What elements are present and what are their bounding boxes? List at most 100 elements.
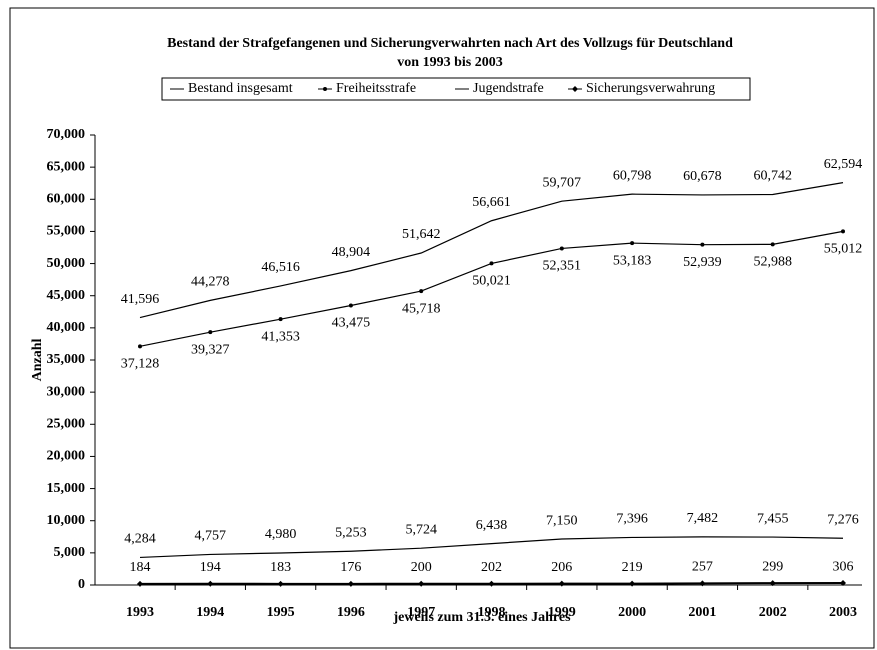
x-tick-label: 1995 <box>267 605 295 620</box>
data-label: 51,642 <box>402 227 441 242</box>
legend-label: Bestand insgesamt <box>188 81 293 96</box>
point <box>137 580 143 587</box>
data-label: 184 <box>130 560 151 575</box>
point <box>277 580 284 587</box>
y-tick-label: 45,000 <box>47 288 86 303</box>
y-tick-label: 50,000 <box>47 256 86 271</box>
y-tick-label: 60,000 <box>47 192 86 207</box>
point <box>699 580 706 587</box>
data-label: 50,021 <box>472 274 511 289</box>
point <box>323 87 327 91</box>
data-label: 7,150 <box>546 513 578 528</box>
data-label: 176 <box>340 560 361 575</box>
point <box>348 303 353 308</box>
data-label: 56,661 <box>472 195 511 210</box>
data-label: 306 <box>833 559 854 574</box>
data-label: 60,798 <box>613 168 652 183</box>
point <box>278 317 283 322</box>
x-axis-label: jeweils zum 31.3. eines Jahres <box>392 610 571 625</box>
point <box>558 580 565 587</box>
chart-subtitle: von 1993 bis 2003 <box>397 55 502 70</box>
point <box>769 580 776 587</box>
point <box>629 580 636 587</box>
data-label: 60,678 <box>683 169 722 184</box>
x-tick-label: 2002 <box>759 605 787 620</box>
data-label: 5,724 <box>405 522 437 537</box>
point <box>419 289 424 294</box>
y-tick-label: 25,000 <box>47 417 86 432</box>
point <box>572 86 578 92</box>
data-label: 206 <box>551 560 572 575</box>
point <box>630 241 635 246</box>
y-tick-label: 5,000 <box>54 545 86 560</box>
y-axis-label: Anzahl <box>30 339 45 382</box>
data-label: 4,980 <box>265 527 297 542</box>
x-tick-label: 2000 <box>618 605 646 620</box>
y-tick-label: 55,000 <box>47 224 86 239</box>
data-label: 45,718 <box>402 301 441 316</box>
x-tick-label: 1997 <box>407 605 435 620</box>
x-tick-label: 1993 <box>126 605 154 620</box>
data-label: 60,742 <box>753 169 792 184</box>
data-label: 194 <box>200 560 221 575</box>
data-label: 219 <box>622 560 643 575</box>
x-tick-label: 2001 <box>688 605 716 620</box>
data-label: 4,757 <box>195 529 227 544</box>
point <box>347 580 354 587</box>
data-label: 55,012 <box>824 242 863 257</box>
data-label: 7,396 <box>616 512 648 527</box>
data-label: 257 <box>692 560 713 575</box>
data-label: 46,516 <box>261 260 300 275</box>
series-line <box>139 536 844 559</box>
series-line <box>139 230 844 347</box>
y-tick-label: 65,000 <box>47 159 86 174</box>
legend-label: Sicherungsverwahrung <box>586 81 715 96</box>
point <box>841 229 845 234</box>
y-tick-label: 0 <box>78 577 85 592</box>
data-label: 53,183 <box>613 253 652 268</box>
y-tick-label: 20,000 <box>47 449 86 464</box>
data-label: 44,278 <box>191 275 230 290</box>
y-tick-label: 10,000 <box>47 513 86 528</box>
data-label: 7,455 <box>757 511 789 526</box>
point <box>840 580 846 587</box>
data-label: 5,253 <box>335 525 367 540</box>
data-label: 202 <box>481 560 502 575</box>
point <box>559 246 564 251</box>
data-label: 43,475 <box>332 316 371 331</box>
point <box>489 261 494 266</box>
data-label: 48,904 <box>332 245 371 260</box>
data-label: 52,351 <box>543 259 582 274</box>
y-tick-label: 35,000 <box>47 352 86 367</box>
legend-label: Jugendstrafe <box>473 81 544 96</box>
series-line <box>139 182 844 319</box>
y-tick-label: 70,000 <box>47 127 86 142</box>
point <box>700 242 705 247</box>
point <box>138 344 142 349</box>
data-label: 52,939 <box>683 255 722 270</box>
chart-title: Bestand der Strafgefangenen und Sicherun… <box>167 36 733 51</box>
data-label: 7,482 <box>687 511 719 526</box>
x-tick-label: 1996 <box>337 605 365 620</box>
data-label: 7,276 <box>827 512 859 527</box>
data-label: 59,707 <box>543 175 582 190</box>
x-tick-label: 2003 <box>829 605 857 620</box>
y-tick-label: 40,000 <box>47 320 86 335</box>
data-label: 299 <box>762 559 783 574</box>
point <box>208 330 213 335</box>
data-label: 183 <box>270 560 291 575</box>
point <box>488 580 495 587</box>
point <box>770 242 775 247</box>
point <box>418 580 425 587</box>
point <box>207 580 214 587</box>
data-label: 39,327 <box>191 342 230 357</box>
data-label: 37,128 <box>121 357 160 372</box>
data-label: 200 <box>411 560 432 575</box>
data-label: 62,594 <box>824 157 863 172</box>
y-tick-label: 15,000 <box>47 481 86 496</box>
x-tick-label: 1994 <box>196 605 224 620</box>
data-label: 6,438 <box>476 518 508 533</box>
x-tick-label: 1998 <box>478 605 506 620</box>
x-tick-label: 1999 <box>548 605 576 620</box>
chart-frame <box>9 7 875 649</box>
